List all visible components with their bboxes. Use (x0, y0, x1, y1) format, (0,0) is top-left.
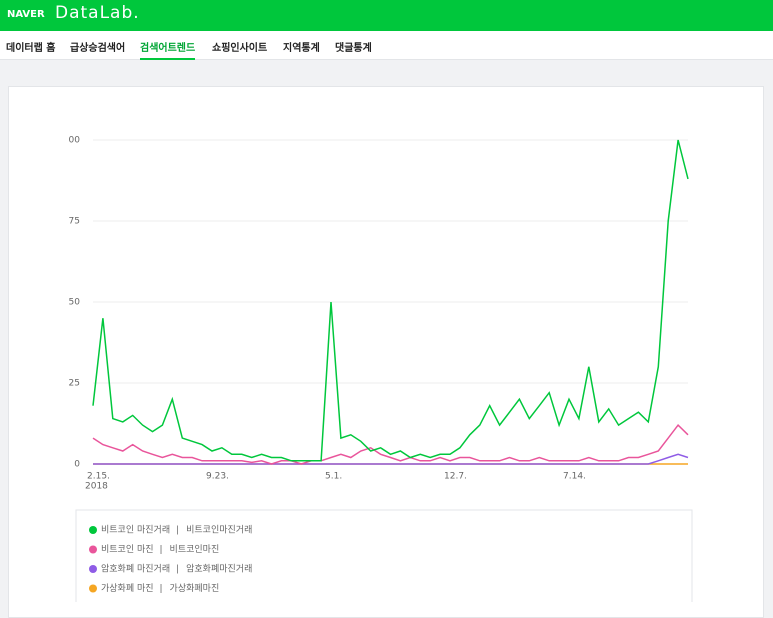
nav-item[interactable]: 검색어트렌드 (140, 39, 196, 60)
x-tick-label: 5.1. (325, 472, 342, 482)
legend-marker (89, 526, 97, 534)
legend-marker (89, 565, 97, 573)
product[interactable]: DataLab. (55, 3, 140, 23)
legend-box (75, 509, 693, 602)
x-tick-label: 2.15. (87, 472, 110, 482)
chart: 0 25 50 75 00 2.15. 9.23. 5.1. 12.7. 7.14. 2018 비트코… (69, 136, 693, 602)
legend-keywords: 비트코인마진 (170, 544, 220, 555)
nav-item[interactable]: 쇼핑인사이트 (212, 43, 268, 54)
legend-name[interactable]: 암호화폐 마진거래 (101, 563, 170, 575)
series-line (92, 139, 689, 462)
legend-separator: | (160, 545, 163, 555)
series-line (93, 453, 689, 465)
brand[interactable]: NAVER (7, 9, 45, 20)
legend-marker (89, 584, 97, 593)
legend-name[interactable]: 비트코인 마진거래 (101, 525, 170, 536)
header: NAVER DataLab. (0, 0, 773, 31)
x-tick-label: 7.14. (563, 472, 586, 482)
nav-item[interactable]: 댓글통계 (335, 43, 372, 54)
legend-separator: | (176, 565, 179, 575)
legend-keywords: 비트코인마진거래 (186, 525, 252, 536)
y-tick-label: 00 (69, 136, 81, 146)
y-tick-label: 50 (69, 298, 81, 308)
legend-name[interactable]: 가상화폐 마진 (101, 582, 154, 594)
x-tick-label: 12.7. (444, 472, 467, 482)
nav-bar: 데이터랩 홈 급상승검색어 검색어트렌드 쇼핑인사이트 지역통계 댓글통계 (0, 31, 773, 60)
y-tick-label: 75 (69, 217, 80, 227)
legend-name[interactable]: 비트코인 마진 (101, 544, 154, 555)
x-year-label: 2018 (85, 482, 108, 492)
y-tick-label: 0 (74, 460, 80, 470)
legend-separator: | (160, 584, 163, 594)
nav-item[interactable]: 급상승검색어 (70, 43, 126, 54)
legend-keywords: 암호화폐마진거래 (186, 563, 252, 575)
x-tick-label: 9.23. (206, 472, 229, 482)
legend-keywords: 가상화폐마진 (170, 582, 220, 594)
series-line (92, 423, 689, 465)
nav-item[interactable]: 데이터랩 홈 (6, 43, 56, 54)
y-tick-label: 25 (69, 379, 80, 389)
nav-item[interactable]: 지역통계 (283, 43, 320, 54)
legend-marker (89, 545, 97, 554)
legend-separator: | (176, 526, 179, 536)
